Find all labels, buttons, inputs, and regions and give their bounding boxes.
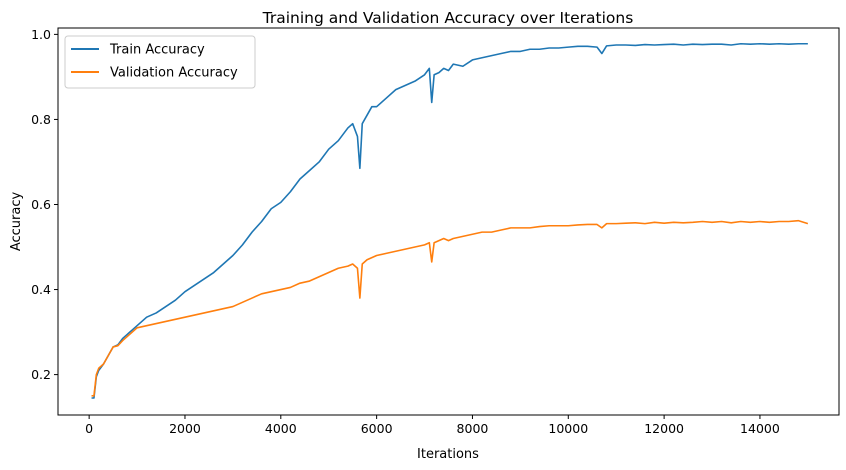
series-line-1 bbox=[91, 219, 809, 397]
x-tick-label: 4000 bbox=[265, 421, 297, 436]
x-tick-label: 8000 bbox=[457, 421, 489, 436]
series-layer bbox=[91, 42, 809, 399]
x-axis: 0 2000 4000 6000 8000 10000 12000 14000 bbox=[85, 415, 780, 436]
legend-box bbox=[64, 35, 256, 89]
x-tick-label: 0 bbox=[85, 421, 93, 436]
y-axis-label: Accuracy bbox=[9, 192, 24, 252]
chart-title: Training and Validation Accuracy over It… bbox=[262, 9, 634, 27]
y-tick-label: 1.0 bbox=[31, 27, 51, 42]
x-tick-label: 12000 bbox=[644, 421, 684, 436]
legend: Train Accuracy Validation Accuracy bbox=[64, 35, 256, 89]
plot-frame bbox=[57, 27, 840, 416]
legend-label-train: Train Accuracy bbox=[109, 43, 205, 58]
y-tick-label: 0.8 bbox=[31, 112, 51, 127]
x-tick-label: 2000 bbox=[169, 421, 201, 436]
series-line-0 bbox=[91, 42, 808, 399]
x-tick-label: 6000 bbox=[361, 421, 393, 436]
y-axis: 0.2 0.4 0.6 0.8 1.0 bbox=[31, 27, 58, 382]
y-tick-label: 0.2 bbox=[31, 367, 51, 382]
x-tick-label: 14000 bbox=[740, 421, 780, 436]
y-tick-label: 0.4 bbox=[31, 282, 51, 297]
x-tick-label: 10000 bbox=[548, 421, 588, 436]
y-tick-label: 0.6 bbox=[31, 197, 51, 212]
legend-label-validation: Validation Accuracy bbox=[110, 66, 238, 81]
x-axis-label: Iterations bbox=[417, 447, 479, 462]
